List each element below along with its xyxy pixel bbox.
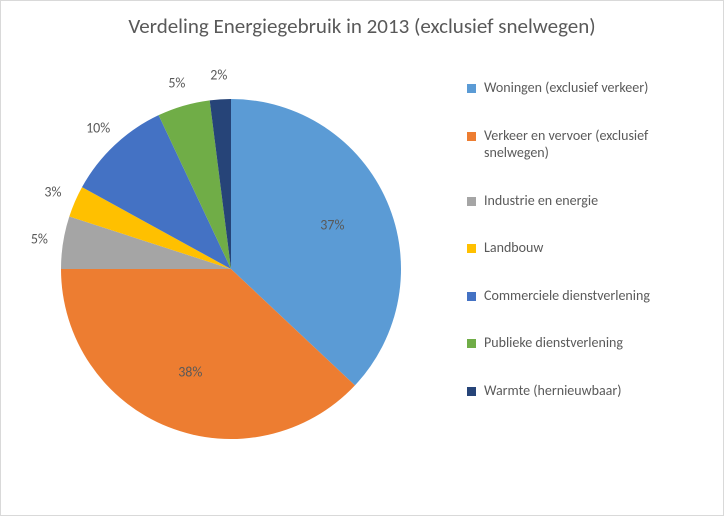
legend-label: Publieke dienstverlening — [484, 334, 623, 352]
legend-item: Industrie en energie — [467, 192, 707, 210]
slice-percent-label: 3% — [44, 183, 61, 200]
slice-percent-label: 38% — [178, 363, 202, 380]
legend-item: Warmte (hernieuwbaar) — [467, 382, 707, 400]
legend-label: Verkeer en vervoer (exclusief snelwegen) — [484, 127, 707, 162]
legend-item: Publieke dienstverlening — [467, 334, 707, 352]
slice-percent-label: 5% — [31, 230, 48, 247]
chart-container: Verdeling Energiegebruik in 2013 (exclus… — [0, 0, 724, 516]
legend-swatch — [467, 84, 476, 93]
legend-swatch — [467, 244, 476, 253]
chart-body: 37% 38% 5% 3% 10% 5% 2% Woningen (exclusief ve… — [1, 39, 723, 479]
legend-item: Landbouw — [467, 239, 707, 257]
legend-swatch — [467, 132, 476, 141]
legend-label: Woningen (exclusief verkeer) — [484, 79, 648, 97]
legend-item: Verkeer en vervoer (exclusief snelwegen) — [467, 127, 707, 162]
legend-swatch — [467, 339, 476, 348]
slice-percent-label: 37% — [320, 217, 344, 234]
chart-title: Verdeling Energiegebruik in 2013 (exclus… — [1, 1, 723, 39]
slice-percent-label: 2% — [210, 67, 227, 84]
legend-swatch — [467, 387, 476, 396]
slice-percent-label: 5% — [168, 74, 185, 91]
legend: Woningen (exclusief verkeer) Verkeer en v… — [467, 79, 707, 399]
slice-percent-label: 10% — [86, 119, 110, 136]
legend-item: Commerciele dienstverlening — [467, 287, 707, 305]
legend-swatch — [467, 292, 476, 301]
legend-label: Industrie en energie — [484, 192, 598, 210]
legend-label: Warmte (hernieuwbaar) — [484, 382, 622, 400]
legend-label: Landbouw — [484, 239, 543, 257]
pie-wrap: 37% 38% 5% 3% 10% 5% 2% — [31, 69, 431, 474]
legend-label: Commerciele dienstverlening — [484, 287, 650, 305]
legend-swatch — [467, 197, 476, 206]
legend-item: Woningen (exclusief verkeer) — [467, 79, 707, 97]
